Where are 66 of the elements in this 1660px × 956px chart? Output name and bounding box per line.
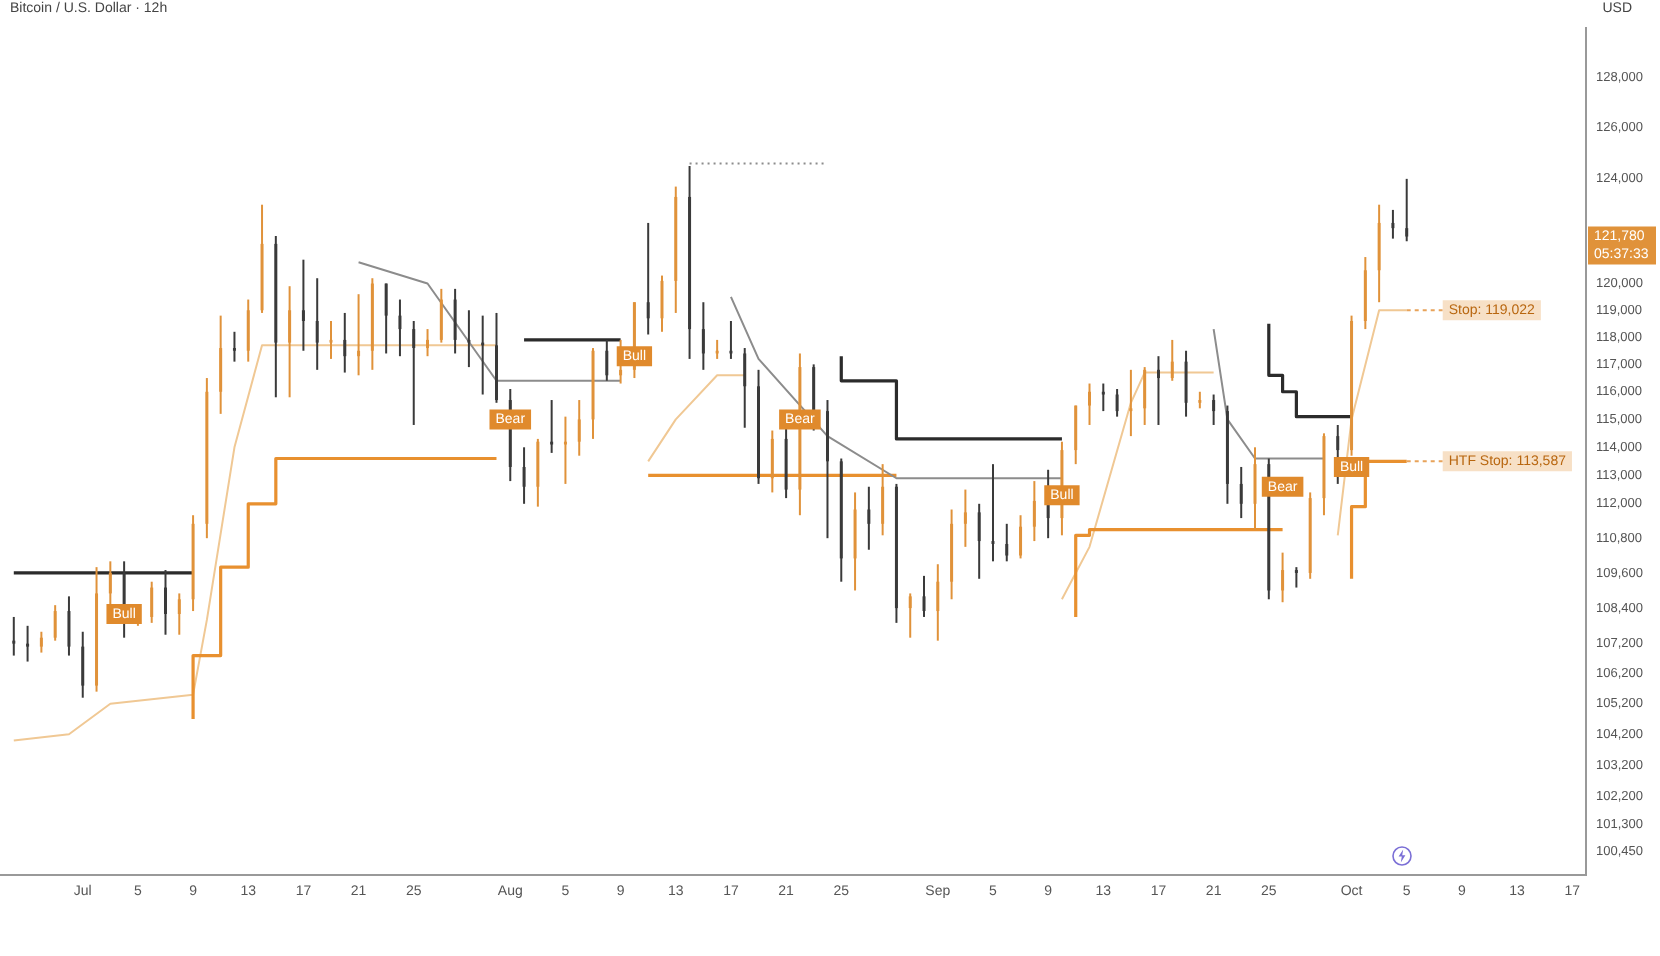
- candlestick: [977, 502, 981, 580]
- candlestick: [936, 563, 940, 642]
- candlestick: [1170, 338, 1174, 382]
- candlestick: [53, 604, 57, 642]
- candlestick: [701, 301, 705, 371]
- candlestick: [743, 347, 747, 429]
- candlestick: [867, 485, 871, 551]
- candlestick: [232, 330, 236, 363]
- candlestick: [536, 437, 540, 508]
- candlestick: [150, 580, 154, 624]
- candlestick: [1377, 203, 1381, 304]
- candlestick: [1281, 551, 1285, 604]
- candlestick: [1405, 177, 1409, 243]
- candlestick: [963, 488, 967, 548]
- candlestick: [522, 446, 526, 505]
- candlestick: [494, 311, 498, 404]
- candlestick: [1391, 208, 1395, 240]
- candlestick: [1032, 480, 1036, 543]
- candlestick: [453, 287, 457, 355]
- candlestick: [1184, 349, 1188, 418]
- candlestick: [467, 309, 471, 369]
- candlestick: [646, 221, 650, 336]
- candlestick: [246, 298, 250, 363]
- candlestick: [1212, 393, 1216, 426]
- candlestick: [1074, 404, 1078, 466]
- candlestick: [1336, 423, 1340, 485]
- candlestick: [1088, 382, 1092, 426]
- candlestick: [1005, 522, 1009, 563]
- candlestick: [1156, 355, 1160, 426]
- candlestick: [922, 574, 926, 618]
- candlestick: [398, 298, 402, 358]
- candlestick: [177, 592, 181, 636]
- candlestick: [357, 293, 361, 377]
- candlestick: [1143, 366, 1147, 426]
- candlestick: [1019, 514, 1023, 560]
- candlestick: [1129, 368, 1133, 438]
- candlestick: [343, 311, 347, 374]
- candlestick: [329, 320, 333, 360]
- candlestick: [1101, 382, 1105, 413]
- candlestick: [384, 282, 388, 355]
- candlestick: [757, 368, 761, 485]
- candlestick: [812, 363, 816, 432]
- candlestick: [1115, 388, 1119, 418]
- candlestick: [426, 328, 430, 358]
- candlestick: [881, 463, 885, 537]
- candlestick: [412, 320, 416, 426]
- candlestick: [991, 463, 995, 563]
- candlestick: [81, 630, 85, 699]
- candlestick: [301, 258, 305, 352]
- candlestick: [1294, 566, 1298, 589]
- candlestick: [439, 287, 443, 344]
- candlestick: [1239, 465, 1243, 520]
- candlestick: [108, 560, 112, 610]
- candlestick: [67, 595, 71, 657]
- candlestick: [219, 314, 223, 415]
- candlestick: [619, 338, 623, 385]
- candlestick: [26, 624, 30, 663]
- candlestick: [660, 274, 664, 333]
- candlestick: [315, 277, 319, 371]
- candlestick: [39, 630, 43, 654]
- candlestick: [577, 399, 581, 457]
- candlestick: [12, 615, 16, 657]
- candlestick: [825, 399, 829, 540]
- candlestick: [605, 338, 609, 382]
- candlestick: [908, 592, 912, 639]
- candlestick: [288, 285, 292, 399]
